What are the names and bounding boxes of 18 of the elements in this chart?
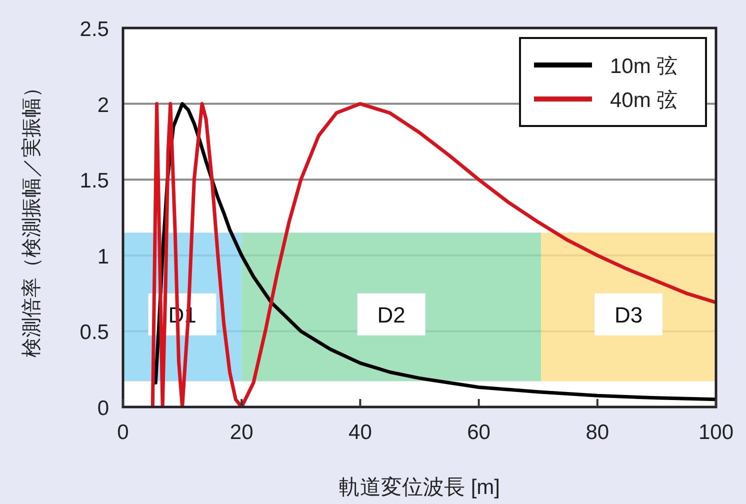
legend-label: 10m 弦: [610, 55, 678, 78]
band-label: D2: [377, 302, 406, 328]
y-tick-label: 1.5: [80, 170, 109, 193]
y-tick-label: 2.5: [80, 18, 109, 41]
band-label: D3: [614, 302, 643, 328]
x-tick-label: 40: [348, 421, 372, 444]
x-axis-title: 軌道変位波長 [m]: [339, 476, 500, 499]
x-tick-label: 20: [230, 421, 254, 444]
x-tick-label: 60: [467, 421, 490, 444]
y-tick-label: 0.5: [80, 321, 109, 344]
y-axis-title: 検測倍率（検測振幅／実振幅）: [20, 78, 43, 358]
y-tick-label: 0: [97, 397, 109, 420]
y-tick-label: 2: [97, 94, 109, 117]
y-tick-label: 1: [97, 245, 109, 268]
legend-label: 40m 弦: [610, 89, 678, 112]
x-tick-label: 0: [117, 421, 129, 444]
x-tick-label: 80: [586, 421, 610, 444]
x-tick-label: 100: [698, 421, 734, 444]
